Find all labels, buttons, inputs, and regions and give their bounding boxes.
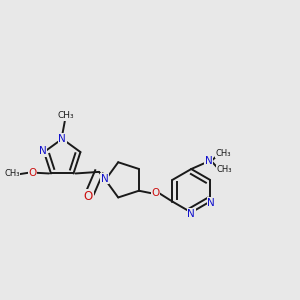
Text: N: N [100, 174, 108, 184]
Text: O: O [152, 188, 160, 198]
Text: O: O [28, 167, 37, 178]
Text: CH₃: CH₃ [57, 111, 74, 120]
Text: CH₃: CH₃ [216, 166, 232, 175]
Text: N: N [188, 209, 195, 219]
Text: N: N [207, 198, 215, 208]
Text: N: N [39, 146, 46, 156]
Text: O: O [84, 190, 93, 203]
Text: N: N [205, 156, 213, 166]
Text: N: N [58, 134, 66, 144]
Text: CH₃: CH₃ [215, 148, 231, 158]
Text: CH₃: CH₃ [4, 169, 20, 178]
